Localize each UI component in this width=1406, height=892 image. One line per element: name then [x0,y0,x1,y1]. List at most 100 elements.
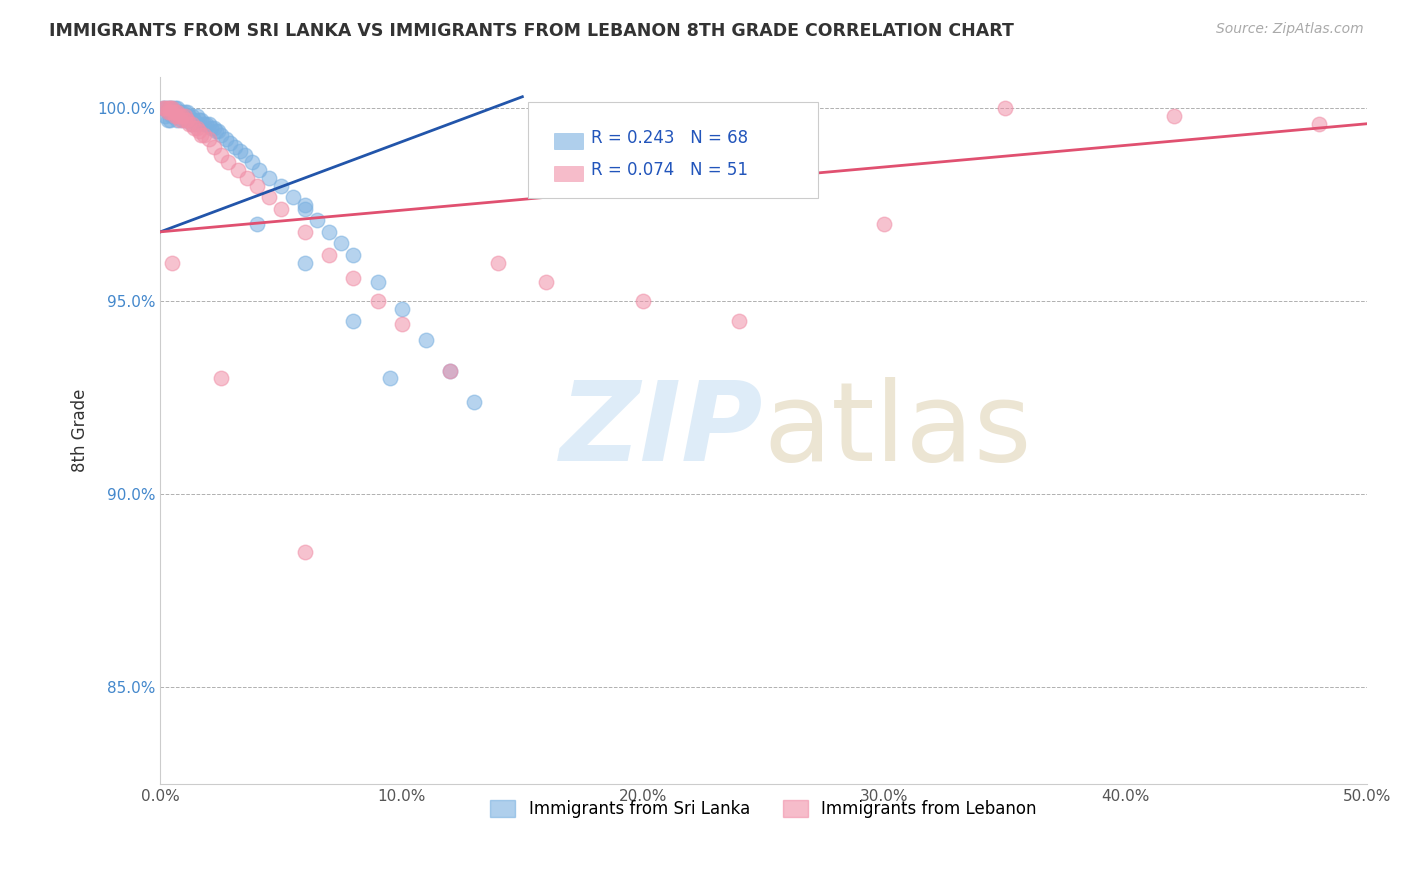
FancyBboxPatch shape [529,103,818,197]
Text: ZIP: ZIP [560,377,763,484]
Point [217,155,239,169]
Point [159,112,181,127]
Point [169,112,191,127]
Point [162,105,184,120]
Point [179,109,201,123]
Point [439,364,461,378]
Point [200,120,222,135]
Point [224,140,246,154]
Point [172,109,194,123]
Point [172,112,194,127]
Point [342,313,364,327]
Point [166,105,188,120]
Point [873,217,896,231]
Point [342,271,364,285]
Point [391,301,413,316]
Point [195,117,218,131]
Point [156,101,179,115]
Point [214,132,236,146]
Point [193,117,215,131]
Point [188,124,211,138]
Point [166,101,188,115]
Point [169,109,191,123]
Point [188,112,211,127]
Point [330,236,353,251]
Point [994,101,1017,115]
Point [246,217,269,231]
Point [163,109,186,123]
Point [439,364,461,378]
Point [202,120,225,135]
Point [155,101,177,115]
Point [257,170,280,185]
Point [173,112,195,127]
Point [205,124,228,138]
Point [294,256,316,270]
Point [219,136,242,150]
Text: R = 0.243   N = 68: R = 0.243 N = 68 [591,128,748,146]
FancyBboxPatch shape [554,133,582,149]
Point [246,178,269,193]
Point [463,394,485,409]
Point [281,190,304,204]
Point [179,112,201,127]
Point [294,202,316,216]
Point [179,117,201,131]
Point [307,213,329,227]
Point [173,105,195,120]
Point [163,101,186,115]
Point [162,101,184,115]
Point [536,275,558,289]
Point [197,117,219,131]
Point [183,120,205,135]
Point [342,248,364,262]
Point [180,109,202,123]
Point [159,105,181,120]
Point [233,147,256,161]
Point [240,155,263,169]
Point [1163,109,1185,123]
Point [162,256,184,270]
Point [163,105,186,120]
Point [415,333,437,347]
Point [318,225,340,239]
Point [318,248,340,262]
Point [173,109,195,123]
Point [229,144,252,158]
Point [631,294,654,309]
Point [169,109,191,123]
Point [391,318,413,332]
Point [180,117,202,131]
Point [209,147,232,161]
Point [294,198,316,212]
Point [186,120,208,135]
Text: IMMIGRANTS FROM SRI LANKA VS IMMIGRANTS FROM LEBANON 8TH GRADE CORRELATION CHART: IMMIGRANTS FROM SRI LANKA VS IMMIGRANTS … [49,22,1014,40]
Point [156,105,179,120]
Point [378,371,401,385]
Point [190,128,212,143]
Point [186,117,208,131]
Point [183,112,205,127]
Point [169,105,191,120]
Point [486,256,509,270]
Point [156,105,179,120]
Point [202,140,225,154]
Point [156,112,179,127]
Point [159,105,181,120]
Point [226,163,249,178]
Point [193,128,215,143]
Point [166,112,188,127]
Text: R = 0.074   N = 51: R = 0.074 N = 51 [591,161,748,179]
Point [172,105,194,120]
FancyBboxPatch shape [554,166,582,181]
Point [156,101,179,115]
Point [728,313,751,327]
Point [270,202,292,216]
Point [270,178,292,193]
Point [236,170,259,185]
Point [176,112,198,127]
Point [1308,117,1330,131]
Point [152,101,174,115]
Point [152,101,174,115]
Point [209,128,232,143]
